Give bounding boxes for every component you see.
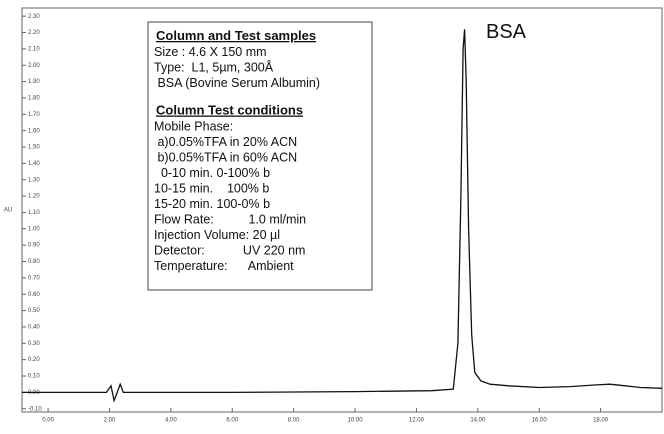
y-tick-label: 0.20 bbox=[28, 357, 40, 363]
x-tick-label: 14.00 bbox=[470, 418, 486, 424]
box-heading: Column and Test samples bbox=[156, 28, 316, 43]
y-tick-label: 0.90 bbox=[28, 243, 40, 249]
y-axis-label: AU bbox=[4, 208, 12, 214]
info-box bbox=[147, 21, 373, 291]
x-tick-label: 16.00 bbox=[532, 418, 548, 424]
y-tick-label: 0.30 bbox=[28, 341, 40, 347]
y-tick-label: 1.30 bbox=[28, 177, 40, 183]
box-line: Detector: UV 220 nm bbox=[154, 244, 305, 258]
y-tick-label: -0.10 bbox=[28, 406, 42, 412]
x-tick-label: 2.00 bbox=[104, 418, 116, 424]
y-tick-label: 0.80 bbox=[28, 259, 40, 265]
y-tick-label: 0.60 bbox=[28, 292, 40, 298]
x-tick-label: 8.00 bbox=[288, 418, 300, 424]
y-tick-label: 0.70 bbox=[28, 275, 40, 281]
y-tick-label: 2.20 bbox=[28, 30, 40, 36]
y-tick-label: 1.00 bbox=[28, 226, 40, 232]
y-tick-label: 2.00 bbox=[28, 63, 40, 69]
box-line: Mobile Phase: bbox=[154, 120, 233, 134]
y-tick-label: 1.10 bbox=[28, 210, 40, 216]
box-line: Size : 4.6 X 150 mm bbox=[154, 45, 267, 59]
y-tick-label: 2.10 bbox=[28, 46, 40, 52]
peak-label: BSA bbox=[486, 21, 527, 43]
box-line: BSA (Bovine Serum Albumin) bbox=[154, 76, 320, 90]
box-line: 0-10 min. 0-100% b bbox=[154, 166, 270, 180]
y-tick-label: 1.50 bbox=[28, 145, 40, 151]
x-tick-label: 6.00 bbox=[226, 418, 238, 424]
x-tick-label: 18.00 bbox=[593, 418, 609, 424]
y-tick-label: 1.80 bbox=[28, 96, 40, 102]
box-heading: Column Test conditions bbox=[156, 103, 303, 118]
x-tick-label: 0.00 bbox=[42, 418, 54, 424]
box-line: Flow Rate: 1.0 ml/min bbox=[154, 213, 306, 227]
plot-frame bbox=[21, 7, 663, 413]
y-tick-label: 1.90 bbox=[28, 79, 40, 85]
x-tick-label: 12.00 bbox=[409, 418, 425, 424]
box-line: 10-15 min. 100% b bbox=[154, 182, 269, 196]
box-line: Injection Volume: 20 µl bbox=[154, 228, 280, 242]
y-tick-label: 0.50 bbox=[28, 308, 40, 314]
y-tick-label: 1.20 bbox=[28, 194, 40, 200]
y-tick-label: 1.70 bbox=[28, 112, 40, 118]
x-tick-label: 10.00 bbox=[348, 418, 364, 424]
y-tick-label: 1.60 bbox=[28, 128, 40, 134]
box-line: Temperature: Ambient bbox=[154, 259, 294, 273]
series-line bbox=[22, 29, 663, 403]
box-line: a)0.05%TFA in 20% ACN bbox=[154, 135, 297, 149]
x-tick-label: 4.00 bbox=[165, 418, 177, 424]
y-tick-label: 1.40 bbox=[28, 161, 40, 167]
box-line: Type: L1, 5µm, 300Å bbox=[154, 60, 274, 75]
y-tick-label: 2.30 bbox=[28, 14, 40, 20]
box-line: 15-20 min. 100-0% b bbox=[154, 197, 270, 211]
box-line: b)0.05%TFA in 60% ACN bbox=[154, 151, 297, 165]
y-tick-label: 0.10 bbox=[28, 374, 40, 380]
y-tick-label: 0.40 bbox=[28, 325, 40, 331]
